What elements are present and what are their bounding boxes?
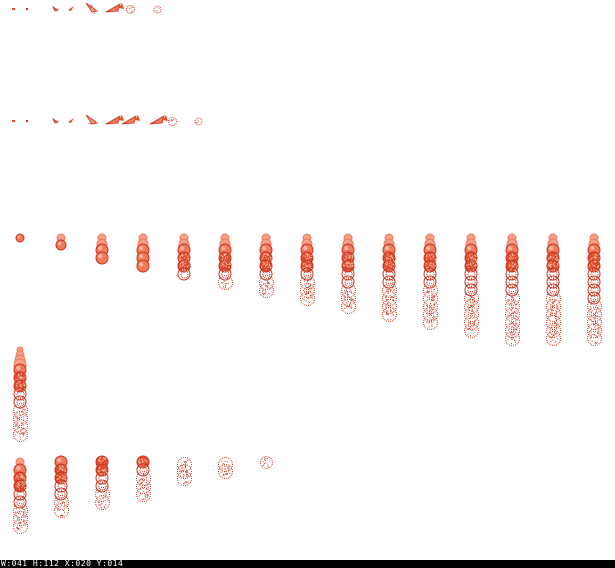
spark-frame-1 <box>12 120 28 122</box>
spark-frame-3 <box>86 3 97 14</box>
small-spark-row-1 <box>12 3 162 14</box>
dissipate-frame-2 <box>54 456 69 518</box>
plume-frame-10 <box>382 234 397 322</box>
spark-frame-4 <box>106 3 124 12</box>
spark-frame-6 <box>150 115 168 124</box>
spark-frame-5 <box>122 115 140 124</box>
dissipating-plume-row <box>13 456 273 534</box>
dissipate-frame-7 <box>260 456 273 469</box>
plume-frame-tall <box>13 347 28 442</box>
plume-frame-8 <box>300 234 315 306</box>
plume-frame-4 <box>137 234 149 272</box>
plume-frame-15 <box>587 234 602 346</box>
spark-frame-2 <box>53 118 74 123</box>
spark-frame-3 <box>86 115 97 124</box>
spark-frame-1 <box>12 8 28 10</box>
plume-frame-1 <box>16 234 24 242</box>
status-bar: W:041 H:112 X:020 Y:014 <box>0 560 615 568</box>
spark-frame-5 <box>126 5 135 14</box>
spark-frame-4 <box>106 115 124 124</box>
plume-frame-9 <box>341 234 356 314</box>
plume-frame-5 <box>178 234 190 280</box>
spark-frame-2 <box>53 6 74 11</box>
plume-frame-14 <box>546 234 561 346</box>
status-readout: W:041 H:112 X:020 Y:014 <box>1 560 123 568</box>
dissipate-frame-3 <box>95 456 110 510</box>
dissipate-frame-5 <box>177 457 192 486</box>
plume-frame-11 <box>423 234 438 330</box>
growing-plume-row <box>16 234 602 346</box>
dissipate-frame-4 <box>136 456 151 502</box>
plume-frame-6 <box>218 234 233 290</box>
spark-frame-8 <box>195 118 203 126</box>
dissipate-frame-1 <box>13 458 28 534</box>
small-spark-row-2 <box>12 115 203 126</box>
dissipate-frame-6 <box>218 457 233 479</box>
spark-frame-6 <box>154 6 162 14</box>
spark-frame-7 <box>168 117 177 126</box>
plume-frame-2 <box>56 234 66 250</box>
tall-plume-row <box>13 347 28 442</box>
plume-frame-13 <box>505 234 520 346</box>
plume-frame-3 <box>96 234 108 264</box>
plume-frame-12 <box>464 234 479 338</box>
plume-frame-7 <box>259 234 274 298</box>
